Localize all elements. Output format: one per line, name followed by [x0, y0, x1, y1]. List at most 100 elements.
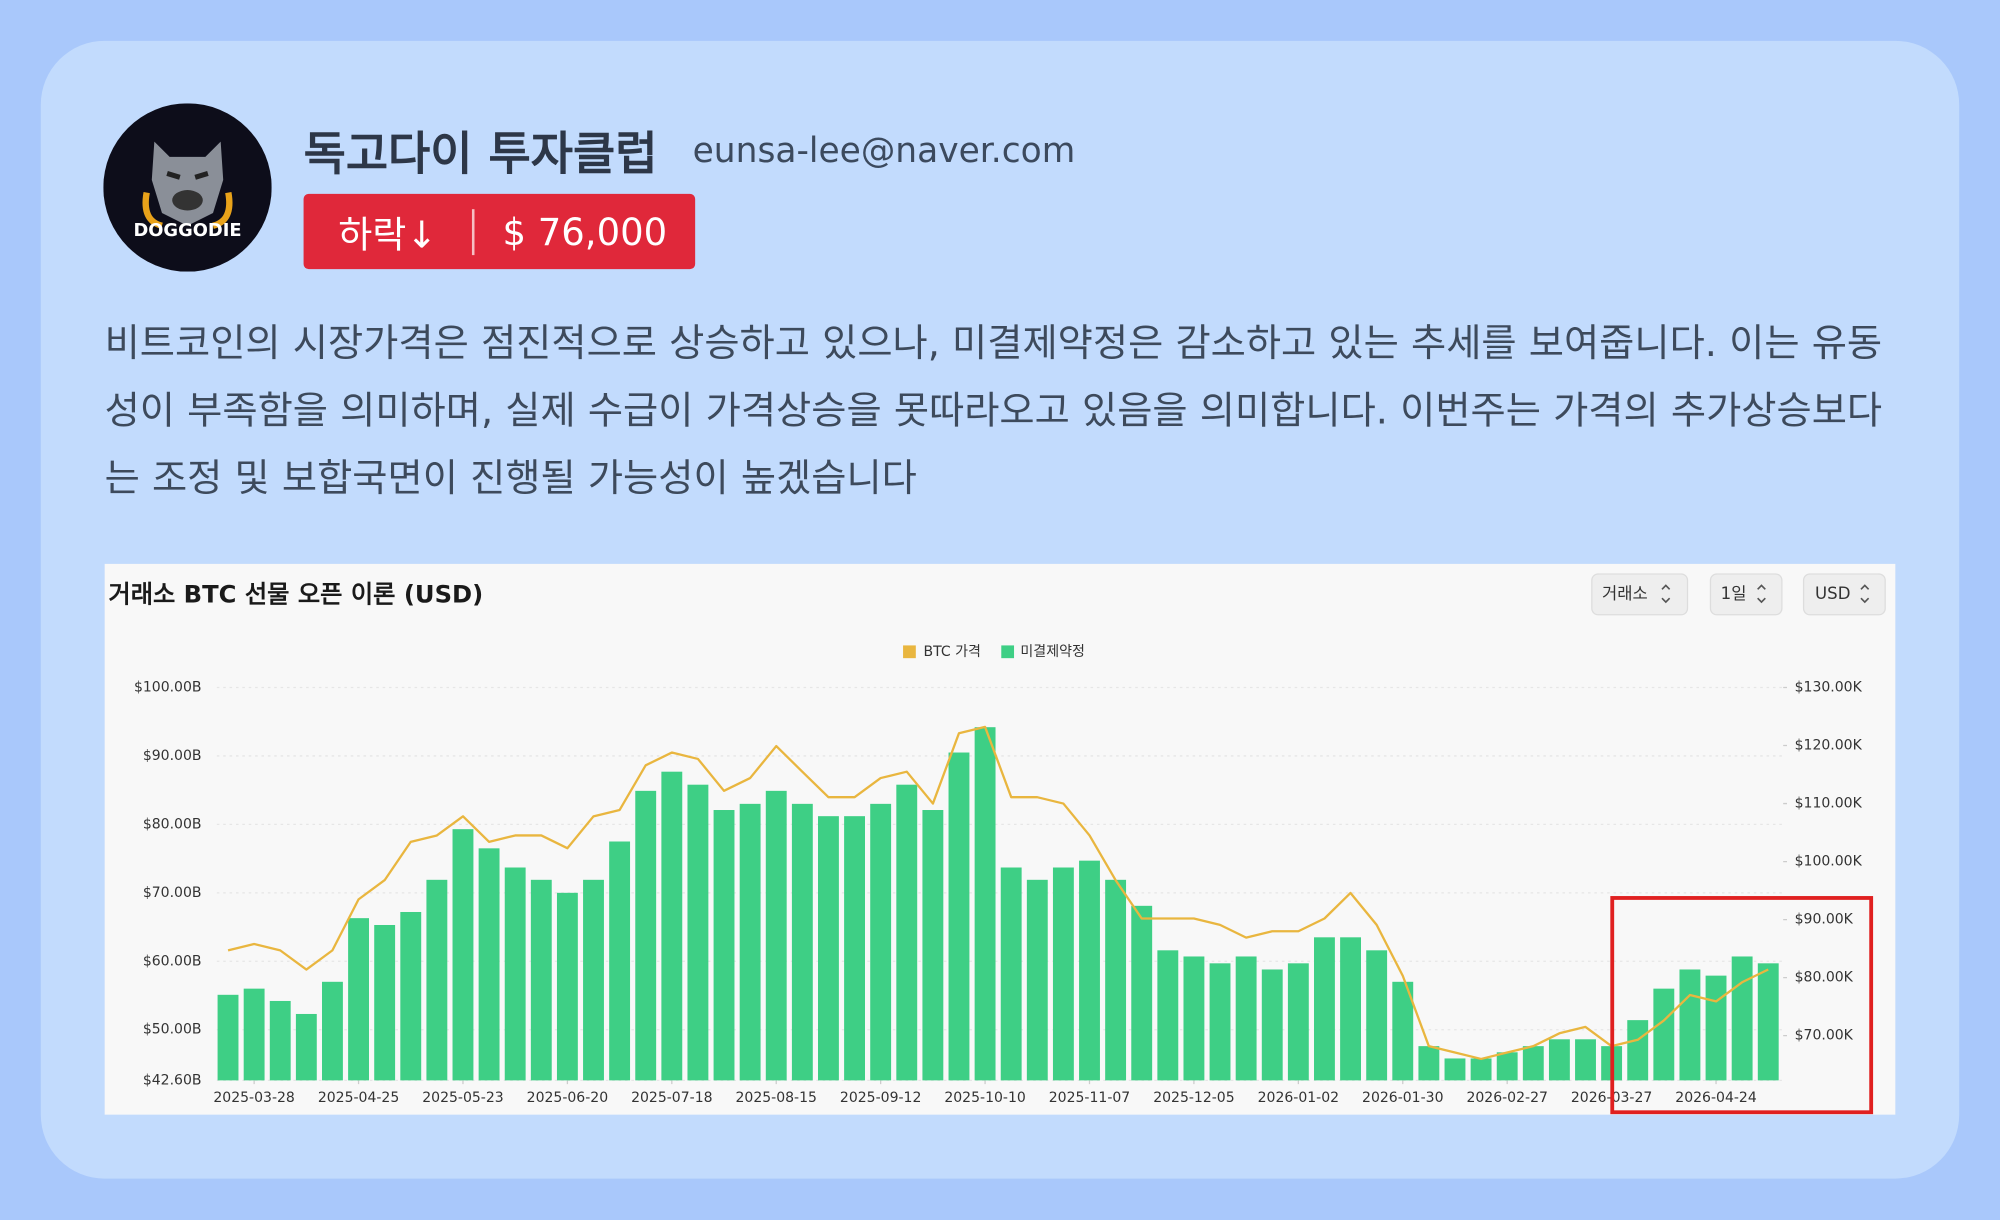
plot: $42.60B $50.00B $60.00B $70.00B $80.00B $90.0… [134, 644, 1863, 1106]
account-email: eunsa-lee@naver.com [692, 131, 1076, 171]
y2-tick-label: $70.00K [1795, 1028, 1854, 1044]
chart-background [104, 563, 1896, 1115]
oi-bar [374, 924, 396, 1081]
controls: 거래소 1일 USD [1591, 573, 1886, 616]
x-tick-label: 2026-02-27 [1466, 1090, 1547, 1106]
x-tick-label: 2025-04-25 [318, 1090, 399, 1106]
oi-bar [1679, 969, 1701, 1081]
oi-bar [269, 1000, 291, 1081]
y2-tick-label: $120.00K [1795, 738, 1863, 754]
oi-bar [1209, 963, 1231, 1081]
chart: 거래소 BTC 선물 오픈 이론 (USD) 거래소 1일 USD $42.60… [104, 563, 1896, 1115]
oi-bar [1653, 988, 1675, 1081]
y-tick-label: $100.00B [134, 679, 202, 695]
y-tick-label: $60.00B [143, 953, 202, 969]
y2-tick-label: $110.00K [1795, 796, 1863, 812]
x-tick-label: 2025-06-20 [527, 1090, 608, 1106]
control-box[interactable] [1802, 573, 1886, 616]
y-tick-label: $42.60B [143, 1072, 202, 1088]
control-label[interactable]: USD [1815, 584, 1850, 603]
signal-badge: 하락↓ $ 76,000 [303, 193, 696, 270]
oi-bar [1314, 937, 1335, 1081]
highlight-box [1610, 896, 1874, 1115]
oi-bar [1079, 860, 1100, 1081]
y2-tick-label: $100.00K [1795, 854, 1863, 870]
oi-bar [1366, 950, 1388, 1081]
oi-bar [1157, 950, 1179, 1081]
target-price: $ 76,000 [502, 209, 668, 254]
oi-bar [1522, 1046, 1544, 1081]
y-tick-label: $70.00B [143, 885, 202, 901]
oi-bar [1131, 905, 1153, 1081]
control-box[interactable] [1591, 573, 1689, 616]
oi-bar [1261, 969, 1283, 1081]
control-label[interactable]: 1일 [1721, 584, 1747, 603]
oi-bar [452, 829, 474, 1081]
oi-bar [217, 994, 239, 1081]
oi-bar [713, 810, 735, 1081]
oi-bar [1470, 1058, 1492, 1081]
oi-bar [791, 803, 813, 1081]
oi-bar [948, 752, 970, 1081]
x-tick-label: 2026-04-24 [1675, 1090, 1757, 1106]
oi-bar [1705, 975, 1727, 1081]
x-tick-label: 2025-11-07 [1049, 1090, 1130, 1106]
oi-bar [1235, 956, 1257, 1081]
legend-swatch [1001, 645, 1015, 659]
y2-tick-label: $90.00K [1795, 912, 1854, 928]
oi-bar [400, 911, 422, 1081]
oi-bar [243, 988, 265, 1081]
y2-tick-label: $130.00K [1795, 679, 1863, 695]
oi-bar [322, 981, 343, 1081]
oi-bar [974, 727, 996, 1081]
x-tick-label: 2025-12-05 [1153, 1090, 1234, 1106]
oi-bar [1392, 981, 1414, 1081]
oi-bar [1287, 963, 1309, 1081]
y-tick-label: $90.00B [143, 748, 202, 764]
oi-bar [922, 810, 944, 1081]
price-line [227, 725, 1769, 1061]
legend-label: 미결제약정 [1020, 644, 1084, 660]
avatar[interactable]: DOGGODIE [103, 103, 272, 272]
oi-bar [844, 816, 865, 1081]
oi-bar [687, 784, 709, 1081]
direction: 하락↓ [338, 212, 438, 256]
avatar-text: DOGGODIE [133, 220, 241, 241]
oi-bar [1000, 867, 1022, 1081]
oi-bar [1105, 879, 1127, 1081]
oi-bar [635, 790, 657, 1081]
oi-bar [1731, 956, 1753, 1081]
x-tick-label: 2026-01-02 [1258, 1090, 1339, 1106]
control-label[interactable]: 거래소 [1602, 584, 1648, 603]
chart-title: 거래소 BTC 선물 오픈 이론 (USD) [108, 581, 483, 609]
divider [471, 208, 475, 255]
y-tick-label: $50.00B [143, 1022, 202, 1038]
oi-bar [583, 879, 604, 1081]
description: 비트코인의 시장가격은 점진적으로 상승하고 있으나, 미결제약정은 감소하고 … [104, 321, 1883, 502]
oi-bar [1496, 1052, 1518, 1081]
oi-bar [1548, 1039, 1570, 1081]
x-tick-label: 2025-09-12 [840, 1090, 921, 1106]
oi-bar [295, 1013, 317, 1081]
oi-bar [348, 918, 369, 1081]
oi-bar [1340, 937, 1362, 1081]
account-name[interactable]: 독고다이 투자클럽 [303, 128, 658, 182]
control-box[interactable] [1709, 573, 1783, 616]
oi-bar [870, 803, 892, 1081]
oi-bar [1052, 867, 1074, 1081]
oi-bar [609, 841, 631, 1081]
x-tick-label: 2025-05-23 [422, 1090, 503, 1106]
oi-bar [818, 816, 839, 1081]
oi-bar [556, 892, 578, 1081]
oi-bar [1757, 963, 1779, 1081]
oi-bar [1183, 956, 1205, 1081]
oi-bar [1026, 879, 1048, 1081]
y-tick-label: $80.00B [143, 816, 202, 832]
x-tick-label: 2025-03-28 [213, 1090, 294, 1106]
oi-bar [1444, 1058, 1466, 1081]
legend-label: BTC 가격 [923, 644, 980, 660]
oi-bar [661, 771, 683, 1081]
